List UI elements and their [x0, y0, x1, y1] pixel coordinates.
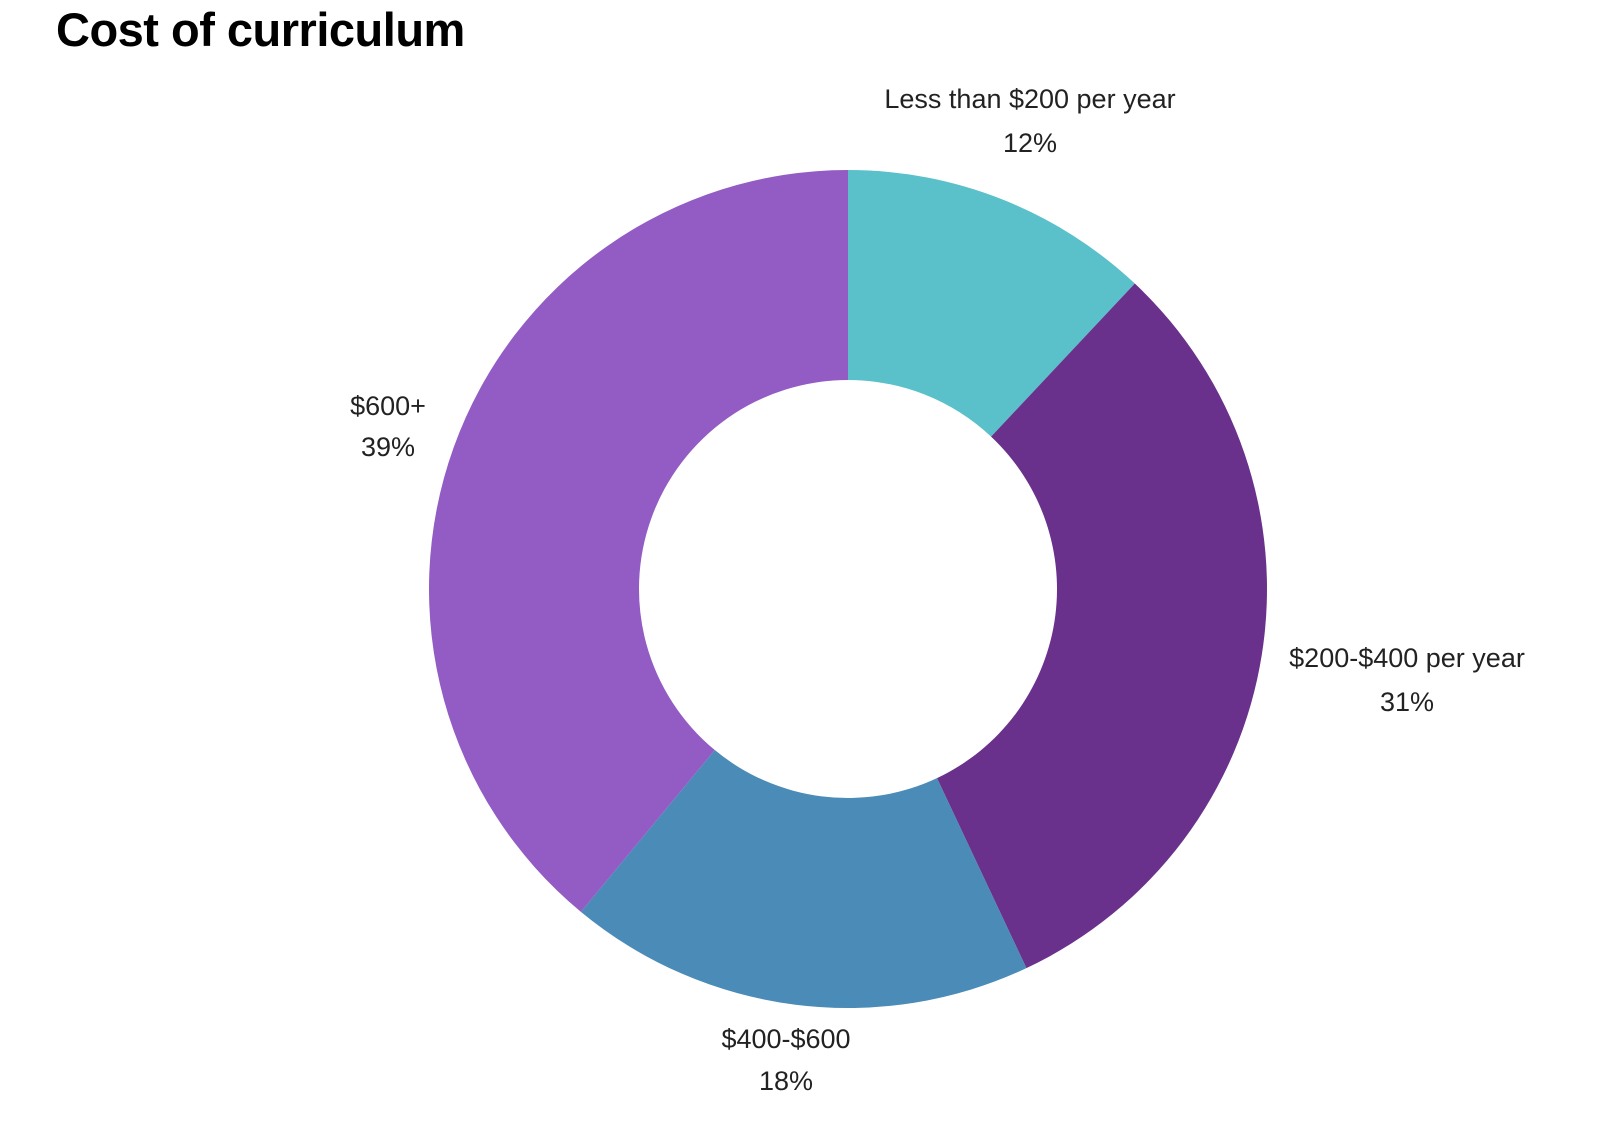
slice-value-600-plus: 39% — [361, 432, 415, 462]
slice-value-200-400: 31% — [1380, 687, 1434, 717]
chart-title: Cost of curriculum — [56, 3, 465, 56]
donut-slice-4 — [429, 169, 848, 912]
donut-slice-1 — [848, 170, 1135, 437]
slice-value-400-600: 18% — [759, 1066, 813, 1096]
slice-value-less-than-200: 12% — [1003, 128, 1057, 158]
slice-label-less-than-200: Less than $200 per year — [884, 84, 1175, 114]
slice-labels: Less than $200 per year 12% $200-$400 pe… — [350, 84, 1525, 1096]
slice-label-600-plus: $600+ — [350, 391, 426, 421]
donut-slices — [429, 169, 1268, 1009]
slice-label-200-400: $200-$400 per year — [1289, 643, 1525, 673]
donut-slice-2 — [936, 283, 1268, 969]
donut-slice-3 — [580, 750, 1027, 1009]
slice-label-400-600: $400-$600 — [721, 1024, 850, 1054]
